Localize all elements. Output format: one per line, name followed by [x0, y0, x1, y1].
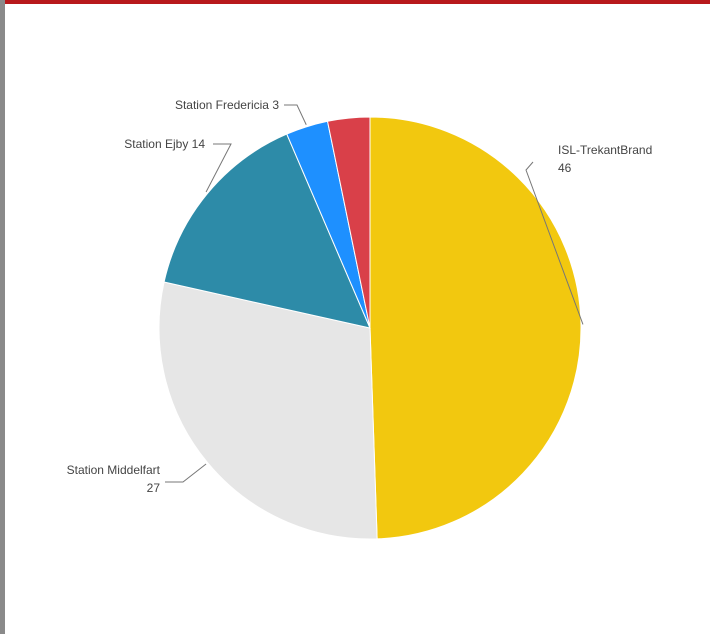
data-label-station-ejby: Station Ejby 14	[124, 137, 205, 151]
pie-chart-visual[interactable]: ISL-TrekantBrand 46 Station Middelfart 27 St…	[5, 4, 710, 634]
leader-line-station-fredericia	[284, 104, 307, 125]
slices-layer	[158, 116, 582, 540]
leader-line-isl-trekantbrand	[525, 161, 584, 325]
left-frame-border	[0, 0, 5, 634]
data-label-name-station-middelfart: Station Middelfart	[67, 463, 161, 477]
pie-slice-unlabeled[interactable]	[326, 116, 371, 329]
leader-line-station-ejby	[205, 143, 232, 193]
pie-slice-isl-trekantbrand[interactable]	[369, 116, 582, 540]
labels-layer: ISL-TrekantBrand 46 Station Middelfart 27 St…	[67, 98, 653, 495]
top-accent-border	[5, 0, 710, 4]
data-label-value-station-middelfart: 27	[147, 481, 161, 495]
leader-line-station-middelfart	[165, 463, 207, 483]
data-label-station-fredericia: Station Fredericia 3	[175, 98, 279, 112]
pie-chart: ISL-TrekantBrand 46 Station Middelfart 27 St…	[67, 98, 653, 540]
pie-slice-station-middelfart[interactable]	[158, 281, 378, 540]
data-label-name-isl-trekantbrand: ISL-TrekantBrand	[558, 143, 652, 157]
data-label-value-isl-trekantbrand: 46	[558, 161, 572, 175]
pie-slice-station-ejby[interactable]	[163, 133, 371, 329]
